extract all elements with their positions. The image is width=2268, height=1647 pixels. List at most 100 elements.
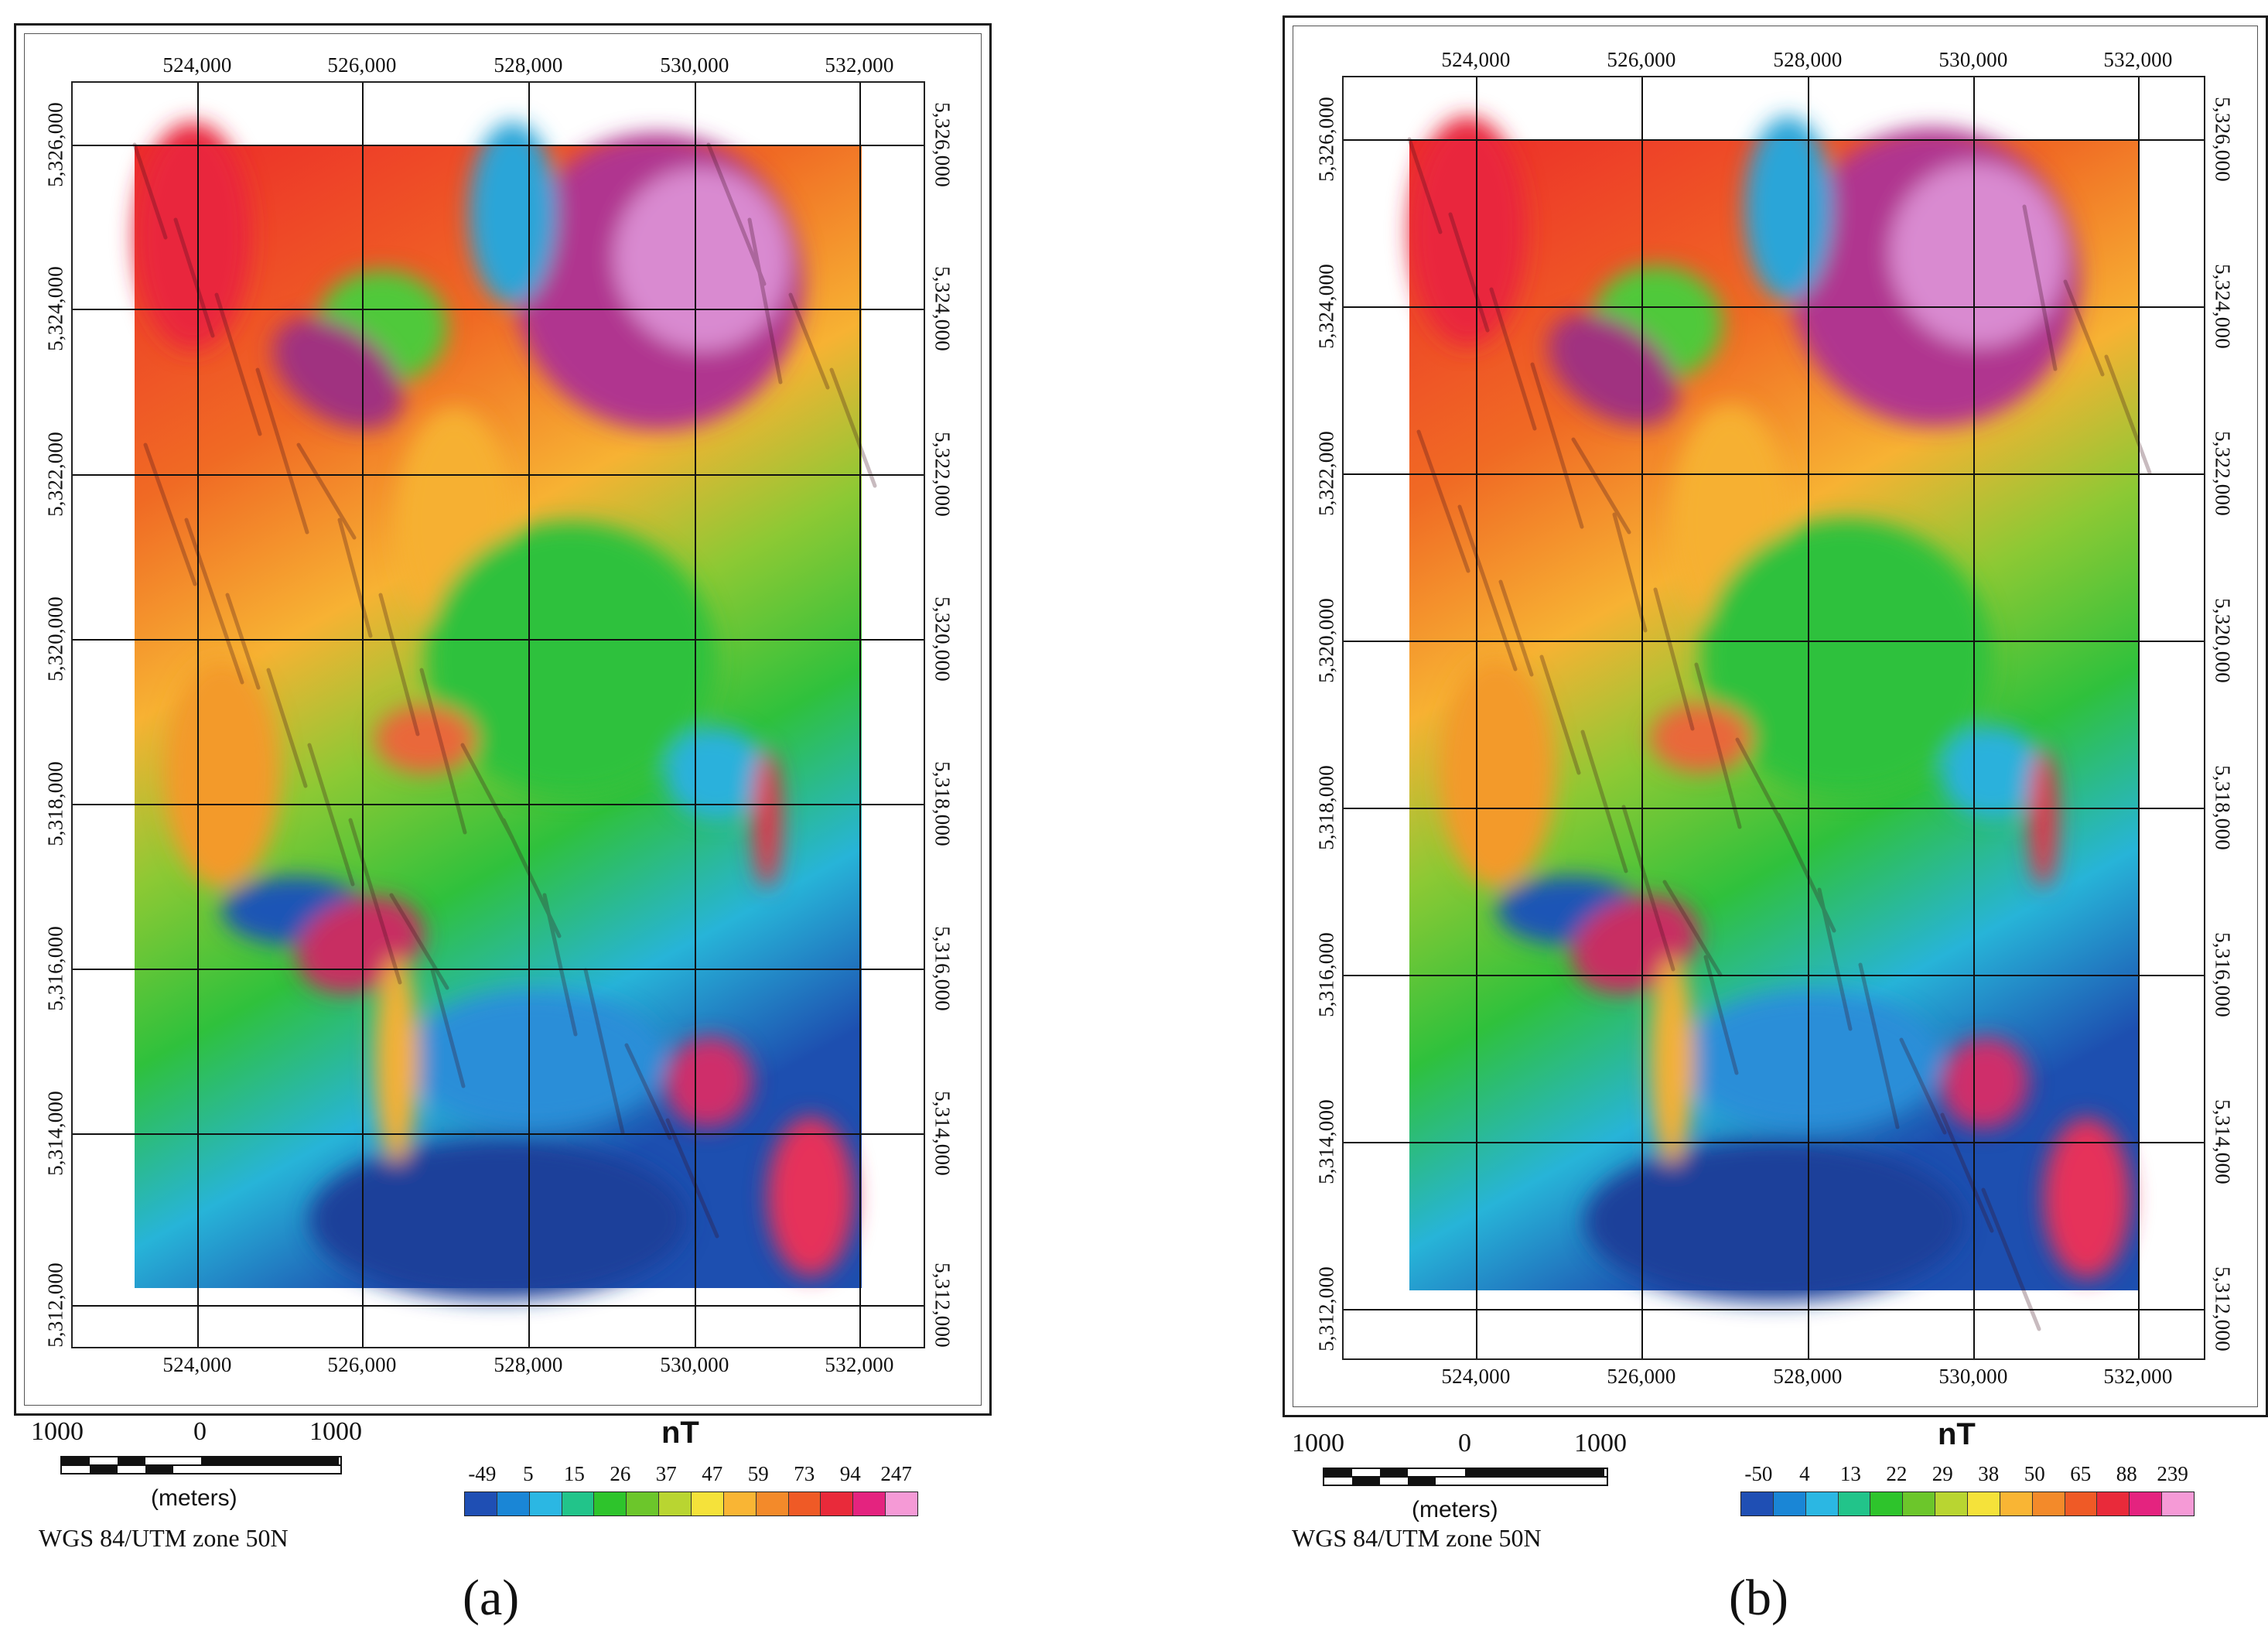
grid-y-label: 5,322,000 [43,432,67,517]
grid-x-label: 528,000 [1773,1365,1843,1388]
colorbar-label: 65 [2070,1462,2092,1485]
grid-line-vertical [1641,77,1643,1358]
colorbar-segment [756,1492,789,1515]
panel-b: 524,000 524,000 526,000 526,000 528,000 528,0… [1276,0,2268,1647]
grid-y-label: 5,322,000 [931,432,955,517]
scale-block [1408,1478,1436,1485]
grid-x-label: 528,000 [1773,48,1843,71]
scale-unit: (meters) [151,1485,237,1511]
grid-line-horizontal [1344,641,2204,642]
scale-right-label: 1000 [1574,1429,1627,1457]
scale-bar-line-lower [1323,1476,1608,1486]
colorbar-labels: -50 4 13 22 29 38 50 65 88 239 [1740,1462,2193,1488]
grid-line-vertical [528,83,530,1347]
panel-a: 524,000 524,000 526,000 526,000 528,000 528,0… [14,23,992,1626]
grid-x-label: 532,000 [2103,48,2173,71]
colorbar-segment [692,1492,724,1515]
grid-line-vertical [1808,77,1809,1358]
map-area: 524,000 524,000 526,000 526,000 528,000 528,0… [1315,48,2235,1388]
grid-y-label: 5,324,000 [43,266,67,351]
colorbar-bar [464,1492,918,1516]
grid-x-label: 524,000 [162,53,232,77]
scale-left-label: 1000 [1292,1429,1344,1457]
panel-letter: (b) [1729,1570,1788,1626]
anomaly-heatmap [132,121,877,1300]
grid-y-label: 5,324,000 [1314,264,1338,349]
grid-line-horizontal [73,1133,924,1135]
scale-block [1324,1469,1352,1476]
colorbar-bar [1740,1492,2195,1516]
scale-block [145,1466,173,1473]
grid-line-horizontal [1344,808,2204,809]
grid-y-label: 5,320,000 [2211,598,2235,683]
colorbar-label: 22 [1886,1462,1908,1485]
scale-bar: 1000 0 1000 (meters) WGS 84/UTM zone 50N [1292,1427,1648,1582]
colorbar-segment [1773,1492,1806,1515]
map-area: 524,000 524,000 526,000 526,000 528,000 528,0… [44,53,955,1376]
grid-y-label: 5,316,000 [931,926,955,1011]
grid-y-label: 5,318,000 [1314,765,1338,850]
scale-right-label: 1000 [309,1417,362,1446]
colorbar-segment [594,1492,627,1515]
grid-line-horizontal [1344,473,2204,475]
colorbar-segment [821,1492,854,1515]
colorbar-label: 15 [563,1462,585,1485]
grid-y-label: 5,326,000 [1314,97,1338,182]
colorbar-segment [788,1492,821,1515]
grid-line-horizontal [1344,975,2204,976]
colorbar-segment [853,1492,886,1515]
colorbar-segment [723,1492,757,1515]
grid-y-label: 5,314,000 [2211,1099,2235,1184]
grid-y-label: 5,316,000 [43,926,67,1011]
scale-block [1380,1469,1408,1476]
datum-label: WGS 84/UTM zone 50N [1292,1524,1542,1552]
colorbar-segment [1870,1492,1904,1515]
colorbar-label: 29 [1932,1462,1953,1485]
grid-y-label: 5,316,000 [2211,932,2235,1017]
scale-left-label: 1000 [31,1417,84,1446]
grid-y-label: 5,326,000 [2211,97,2235,182]
grid-y-label: 5,312,000 [43,1263,67,1348]
grid-y-label: 5,312,000 [931,1263,955,1348]
colorbar-segment [659,1492,692,1515]
colorbar-label: 4 [1799,1462,1810,1485]
colorbar-segment [465,1492,497,1515]
grid-x-label: 532,000 [2103,1365,2173,1388]
grid-x-label: 526,000 [1607,1365,1676,1388]
scale-block [1465,1469,1604,1476]
colorbar-segment [886,1492,918,1515]
colorbar-label: 38 [1978,1462,2000,1485]
colorbar-segment [2065,1492,2098,1515]
grid-y-label: 5,324,000 [931,266,955,351]
colorbar-label: 239 [2157,1462,2188,1485]
scale-unit: (meters) [1412,1497,1498,1522]
grid-line-vertical [695,83,696,1347]
grid-line-horizontal [73,804,924,805]
grid-line-vertical [1973,77,1975,1358]
scale-bar: 1000 0 1000 (meters) WGS 84/UTM zone 50N [31,1416,387,1570]
map-frame-inner [1293,26,2258,1407]
grid-y-label: 5,320,000 [931,596,955,682]
grid-line-vertical [197,83,199,1347]
grid-y-label: 5,324,000 [2211,264,2235,349]
colorbar-label: 94 [839,1462,861,1485]
grid-x-label: 530,000 [660,1353,729,1376]
panel-letter: (a) [463,1570,520,1626]
grid-y-label: 5,312,000 [2211,1266,2235,1351]
colorbar-title: nT [1938,1417,1976,1451]
grid-x-label: 528,000 [494,1353,563,1376]
grid-line-horizontal [1344,1309,2204,1310]
grid-y-label: 5,326,000 [43,102,67,187]
grid-line-horizontal [1344,139,2204,141]
scale-mid-label: 0 [193,1417,207,1446]
grid-x-label: 524,000 [1441,48,1511,71]
map-frame-inner [24,33,982,1406]
colorbar-label: 247 [880,1462,912,1485]
grid-line-horizontal [73,309,924,310]
colorbar-labels: -49 5 15 26 37 47 59 73 94 247 [464,1462,917,1488]
grid-line-horizontal [73,1305,924,1307]
grid-y-label: 5,314,000 [1314,1099,1338,1184]
colorbar-label: 37 [655,1462,677,1485]
grid-y-label: 5,322,000 [1314,431,1338,516]
grid-line-vertical [859,83,861,1347]
